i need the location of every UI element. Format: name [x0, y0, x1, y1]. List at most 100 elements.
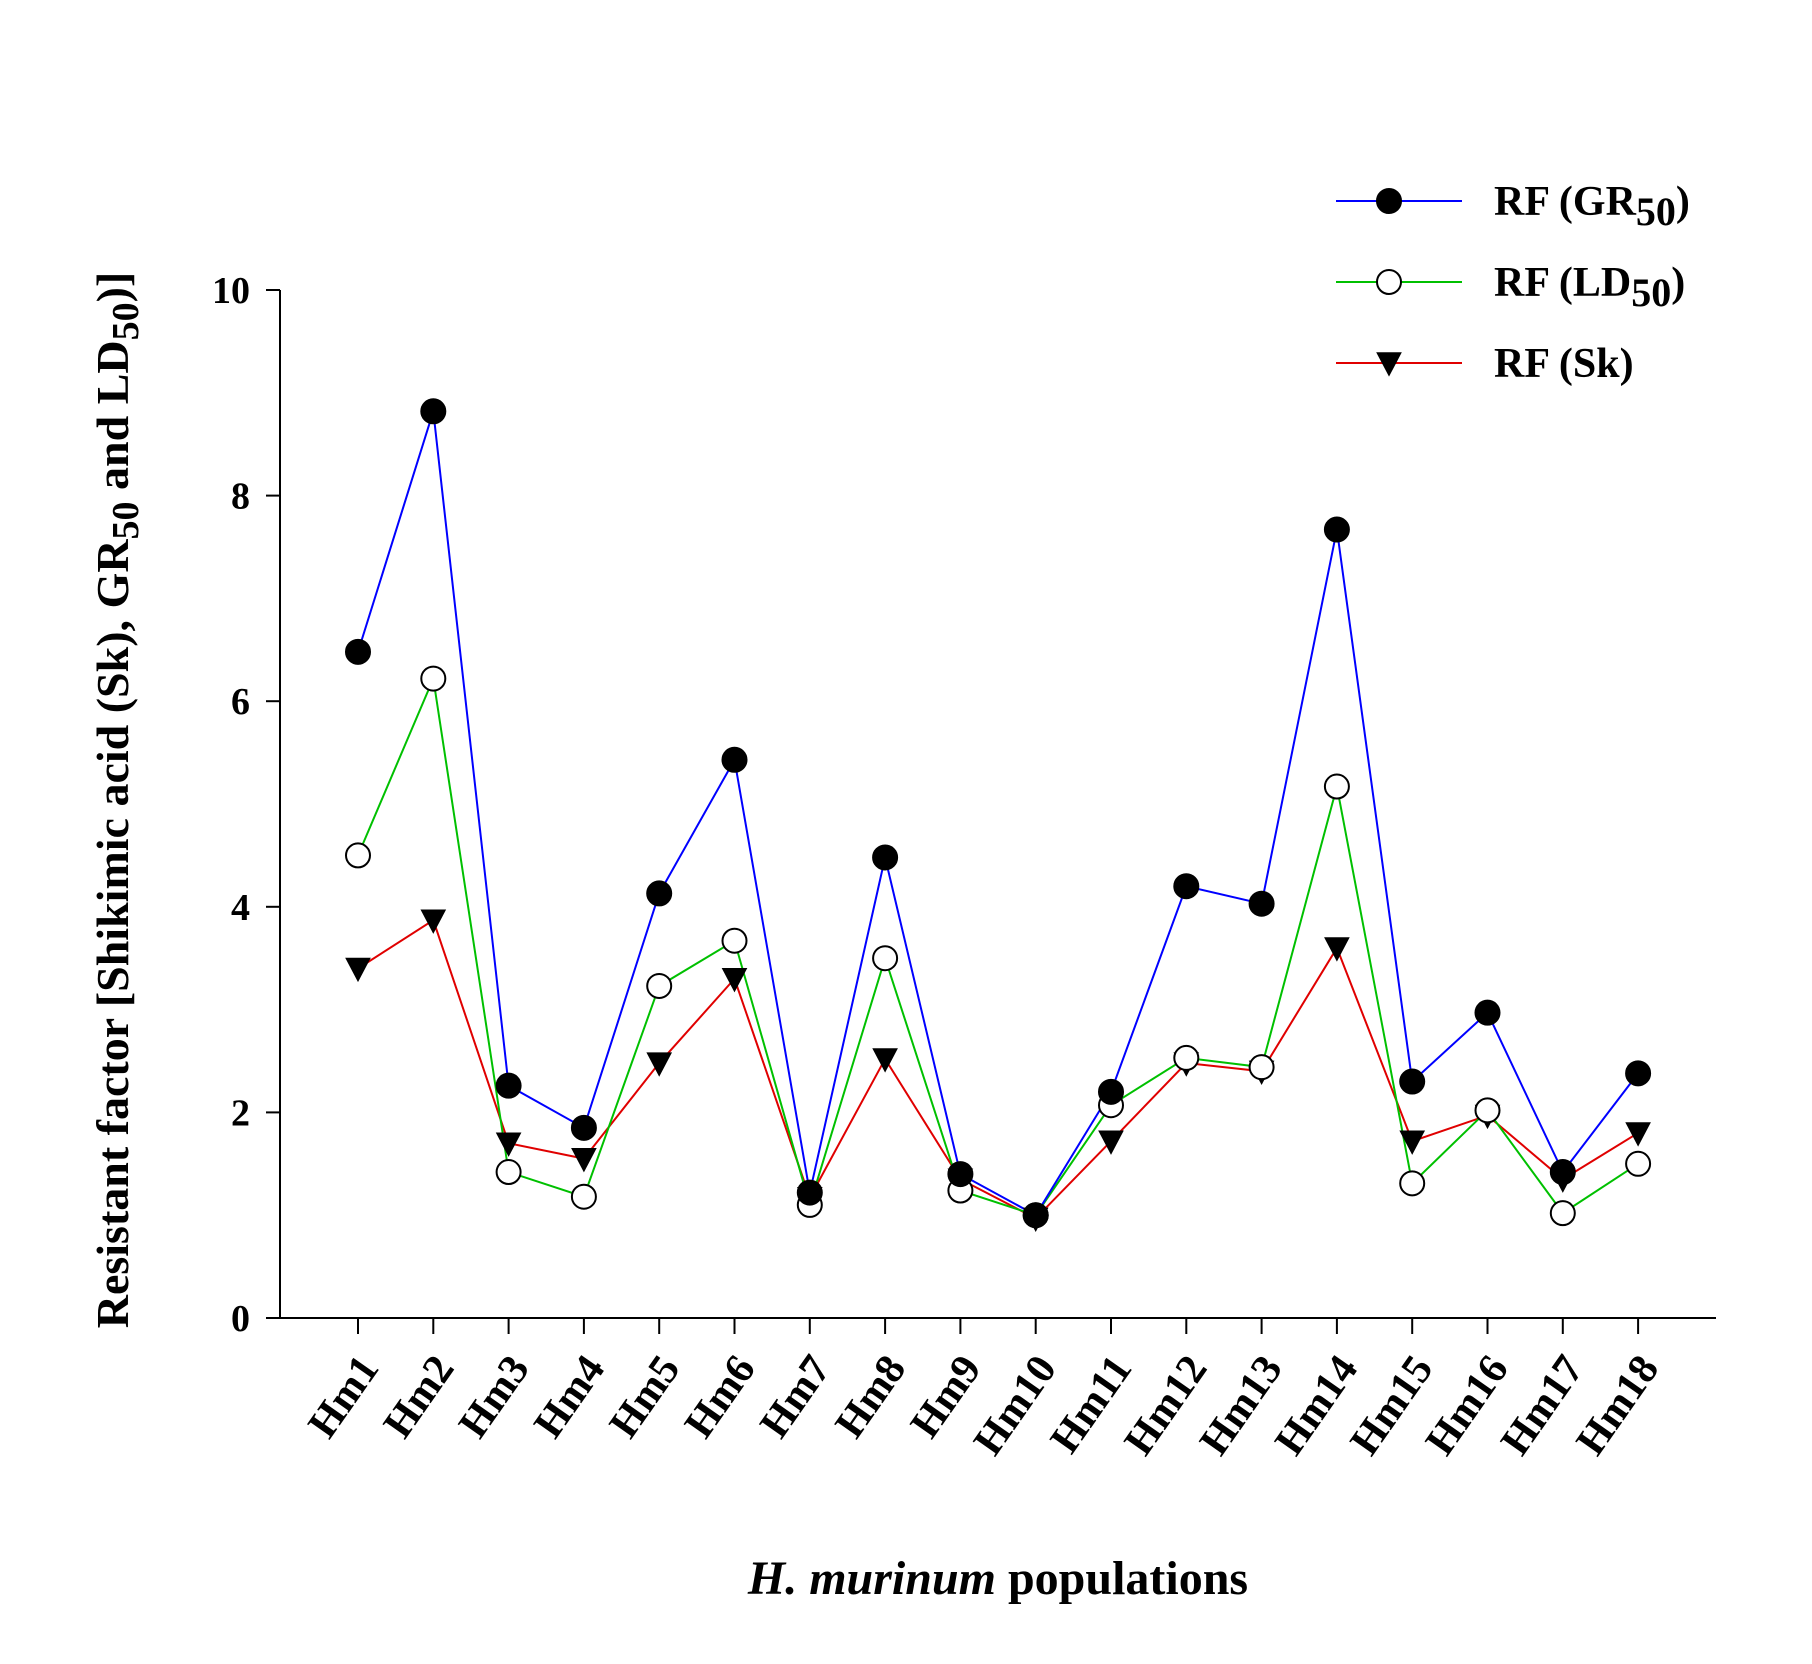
y-label-sub2: 50 [105, 302, 147, 340]
data-point [1324, 937, 1350, 962]
data-point [495, 1159, 522, 1186]
x-tick-label: Hm5 [601, 1347, 690, 1446]
data-point [420, 909, 447, 934]
data-point [1248, 1054, 1275, 1081]
x-tick-label: Hm12 [1116, 1347, 1217, 1463]
x-tick-label: Hm1 [300, 1347, 389, 1446]
legend-label: RF (LD50) [1494, 260, 1685, 315]
data-point [1399, 1130, 1426, 1155]
x-tick-label: Hm8 [827, 1347, 916, 1446]
y-tick-label: 0 [231, 1298, 250, 1340]
data-point [1625, 1150, 1652, 1177]
x-tick-label: Hm6 [676, 1347, 765, 1446]
data-point [1399, 1170, 1426, 1197]
data-point [1248, 890, 1275, 917]
x-tick-label: Hm10 [965, 1347, 1066, 1463]
legend-marker [1376, 188, 1402, 214]
x-tick-label: Hm14 [1267, 1347, 1368, 1463]
y-tick-label: 6 [231, 681, 250, 723]
data-point [345, 638, 371, 665]
data-point [570, 1183, 597, 1210]
data-point [1625, 1122, 1651, 1147]
x-tick-label: Hm18 [1568, 1347, 1669, 1463]
svg-text:Resistant factor [Shikimic aci: Resistant factor [Shikimic acid (Sk), GR… [87, 272, 147, 1329]
x-label-italic: H. murinum [747, 1552, 996, 1605]
y-tick-label: 2 [231, 1092, 250, 1134]
data-point [1323, 773, 1350, 800]
legend-label-sub: 50 [1631, 270, 1671, 315]
series-line [357, 411, 1639, 1217]
x-tick-label: Hm2 [375, 1347, 464, 1446]
data-point [495, 1132, 522, 1157]
data-point [1098, 1078, 1124, 1105]
y-tick-label: 4 [231, 887, 250, 929]
data-point [1474, 999, 1501, 1026]
legend-label-close: ) [1671, 260, 1685, 306]
legend-label-main: RF (Sk) [1494, 341, 1634, 387]
series-line [357, 918, 1639, 1220]
legend-marker [1376, 269, 1402, 295]
legend-item: RF (Sk) [1336, 341, 1634, 387]
legend-label-sub: 50 [1636, 189, 1676, 234]
data-point [1625, 1060, 1652, 1087]
data-point [1549, 1159, 1576, 1186]
data-point [721, 968, 748, 993]
x-tick-label: Hm17 [1492, 1347, 1593, 1463]
y-tick-label: 10 [212, 270, 250, 312]
data-point [947, 1161, 974, 1188]
x-tick-label: Hm15 [1342, 1347, 1443, 1463]
legend-item: RF (LD50) [1336, 260, 1685, 315]
data-point [872, 945, 899, 972]
data-point [646, 1052, 673, 1077]
legend-label-close: ) [1676, 179, 1690, 225]
y-axis-label: Resistant factor [Shikimic acid (Sk), GR… [87, 272, 147, 1329]
series-1 [357, 674, 1639, 1217]
data-point [1474, 1097, 1501, 1124]
legend-item: RF (GR50) [1336, 179, 1690, 234]
data-point [796, 1179, 823, 1206]
x-label-rest: populations [996, 1552, 1248, 1605]
x-tick-label: Hm4 [526, 1347, 615, 1446]
data-point [420, 398, 447, 425]
data-point [646, 880, 673, 907]
y-label-mid: and LD [87, 340, 138, 501]
series-2 [357, 918, 1639, 1220]
data-point [1549, 1200, 1576, 1227]
y-label-end: )] [87, 272, 138, 303]
data-point [571, 1147, 597, 1173]
data-point [570, 1114, 597, 1141]
series-markers-1 [345, 665, 1652, 1229]
x-tick-label: Hm13 [1191, 1347, 1292, 1463]
data-point [872, 844, 899, 871]
data-point [1173, 1044, 1200, 1071]
data-point [1173, 873, 1200, 900]
data-point [345, 842, 371, 869]
series-markers-0 [345, 398, 1652, 1229]
legend-label-main: RF (LD [1494, 260, 1631, 306]
data-point [1399, 1068, 1426, 1095]
x-ticks: Hm1Hm2Hm3Hm4Hm5Hm6Hm7Hm8Hm9Hm10Hm11Hm12H… [300, 1318, 1669, 1464]
y-label-main: Resistant factor [Shikimic acid (Sk), GR [87, 539, 138, 1329]
legend: RF (GR50)RF (LD50)RF (Sk) [1336, 179, 1690, 387]
data-point [1098, 1130, 1124, 1155]
series-line [357, 674, 1639, 1217]
legend-label: RF (Sk) [1494, 341, 1634, 387]
legend-marker [1376, 352, 1402, 377]
data-point [1022, 1202, 1049, 1229]
series-layer [345, 398, 1652, 1232]
y-ticks: 0 2 4 6 8 10 [212, 270, 280, 1340]
data-point [420, 665, 447, 692]
x-tick-label: Hm3 [450, 1347, 539, 1446]
data-point [721, 927, 748, 954]
data-point [646, 972, 673, 999]
legend-label-main: RF (GR [1494, 179, 1637, 225]
data-point [721, 746, 748, 773]
legend-label: RF (GR50) [1494, 179, 1690, 234]
data-point [1323, 516, 1350, 543]
data-point [345, 957, 371, 983]
x-tick-label: Hm7 [751, 1347, 840, 1446]
y-label-sub1: 50 [105, 501, 147, 539]
series-0 [357, 411, 1639, 1217]
data-point [495, 1072, 522, 1099]
